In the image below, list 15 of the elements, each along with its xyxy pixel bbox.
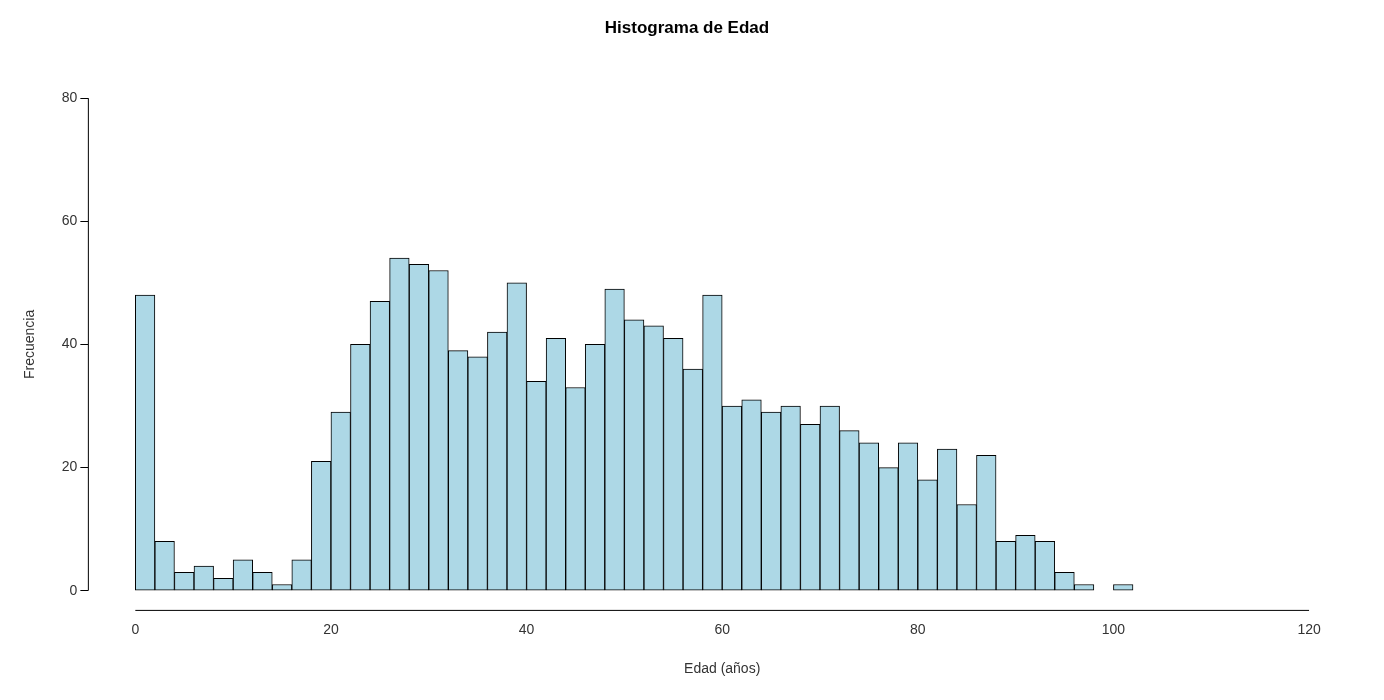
x-tick-label: 60: [714, 620, 731, 637]
y-tick-label: 40: [61, 335, 78, 352]
x-tick-label: 120: [1297, 620, 1321, 637]
x-tick-label: 40: [518, 620, 535, 637]
y-tick-label: 60: [61, 212, 78, 229]
x-tick-label: 100: [1101, 620, 1126, 637]
y-tick-label: 20: [61, 458, 78, 475]
y-tick-label: 0: [69, 581, 78, 598]
y-axis-title: Frecuencia: [21, 309, 38, 380]
x-tick-label: 20: [323, 620, 339, 637]
y-tick-label: 80: [61, 88, 78, 105]
chart-title: Histograma de Edad: [604, 17, 770, 37]
x-axis-title: Edad (años): [684, 660, 761, 677]
x-tick-label: 80: [910, 620, 926, 637]
x-tick-label: 0: [131, 620, 140, 637]
